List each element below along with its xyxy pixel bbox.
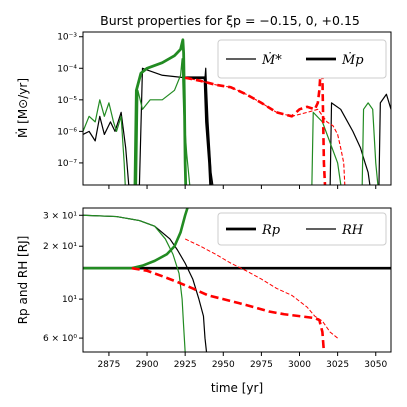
top-legend-label-mdot-star: Ṁ* — [261, 51, 282, 68]
bottom-x-tick-label: 2925 — [174, 360, 197, 370]
bottom-legend: Rp RH — [217, 212, 387, 246]
bottom-legend-label-rh: RH — [341, 223, 364, 238]
top-panel: 10⁻³ 10⁻⁴ 10⁻⁵ 10⁻⁶ 10⁻⁷ Ṁ [M⊙/yr] Ṁ* Ṁp — [15, 31, 392, 189]
top-series-line-5 — [185, 77, 346, 185]
top-legend: Ṁ* Ṁp — [217, 39, 387, 79]
top-x-axis — [108, 185, 377, 189]
bottom-x-tick-label: 3000 — [288, 360, 311, 370]
bottom-y-axis: 3 × 10¹ 2 × 10¹ 10¹ 6 × 10⁰ — [43, 211, 83, 344]
top-y-tick-label: 10⁻⁴ — [57, 64, 77, 74]
top-legend-label-mdot-p: Ṁp — [341, 51, 364, 68]
bottom-series-line-2 — [83, 214, 186, 352]
top-plot-frame — [82, 31, 392, 186]
top-series-group — [83, 38, 391, 185]
bottom-x-tick-label: 2875 — [97, 360, 120, 370]
bottom-y-axis-label: Rp and RH [RJ] — [16, 236, 30, 325]
bottom-series-group — [83, 208, 391, 352]
bottom-x-tick-label: 2950 — [212, 360, 235, 370]
bottom-panel: 3 × 10¹ 2 × 10¹ 10¹ 6 × 10⁰ 2875 2900 2925 295… — [16, 207, 392, 395]
top-series-line-3 — [133, 38, 188, 185]
bottom-plot-frame — [82, 207, 392, 353]
top-plot-title: Burst properties for ξp = −0.15, 0, +0.1… — [100, 13, 360, 28]
bottom-x-tick-label: 3050 — [364, 360, 387, 370]
bottom-y-tick-label: 10¹ — [62, 295, 77, 305]
bottom-x-tick-label: 2975 — [250, 360, 273, 370]
top-series-line-2 — [83, 58, 379, 185]
top-y-tick-label: 10⁻⁶ — [57, 127, 77, 137]
top-y-tick-label: 10⁻³ — [57, 33, 77, 43]
top-y-tick-label: 10⁻⁵ — [57, 96, 77, 106]
top-y-axis: 10⁻³ 10⁻⁴ 10⁻⁵ 10⁻⁶ 10⁻⁷ — [57, 33, 83, 169]
top-legend-box — [217, 39, 387, 79]
bottom-series-line-4 — [184, 238, 338, 339]
bottom-x-axis: 2875 2900 2925 2950 2975 3000 3025 3050 — [97, 352, 387, 370]
bottom-y-tick-label: 6 × 10⁰ — [43, 334, 77, 344]
bottom-y-tick-label: 3 × 10¹ — [43, 211, 77, 221]
bottom-legend-label-rp: Rp — [261, 223, 281, 238]
bottom-series-line-5 — [131, 266, 326, 352]
bottom-series-line-3 — [83, 208, 189, 270]
bottom-x-axis-label: time [yr] — [211, 381, 263, 395]
top-series-line-0 — [83, 67, 391, 185]
bottom-legend-box — [217, 212, 387, 246]
top-y-axis-label: Ṁ [M⊙/yr] — [15, 78, 30, 138]
bottom-x-tick-label: 2900 — [136, 360, 159, 370]
top-y-tick-label: 10⁻⁷ — [57, 159, 77, 169]
top-series-line-1 — [185, 76, 213, 185]
bottom-x-tick-label: 3025 — [326, 360, 349, 370]
bottom-y-tick-label: 2 × 10¹ — [43, 242, 77, 252]
